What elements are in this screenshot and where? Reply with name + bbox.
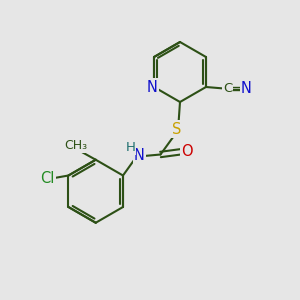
Text: C: C — [223, 82, 232, 95]
Text: CH₃: CH₃ — [65, 139, 88, 152]
Text: N: N — [147, 80, 158, 94]
Text: N: N — [241, 81, 252, 96]
Text: Cl: Cl — [40, 171, 55, 186]
Text: N: N — [134, 148, 145, 164]
Text: S: S — [172, 122, 182, 136]
Text: H: H — [126, 141, 135, 154]
Text: O: O — [181, 144, 192, 159]
